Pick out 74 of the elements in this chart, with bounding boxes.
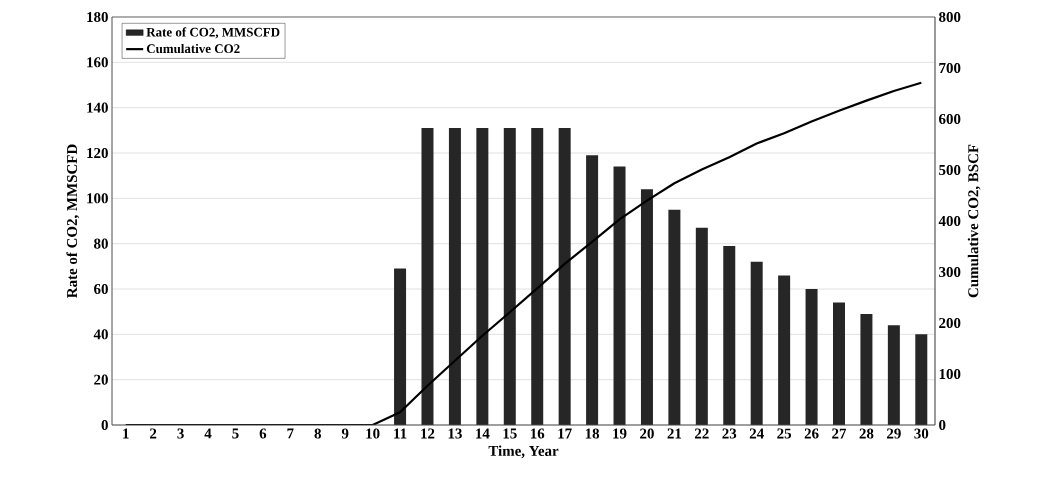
x-tick-label: 25 xyxy=(777,428,792,439)
x-tick-label: 3 xyxy=(177,428,184,439)
x-tick-label: 8 xyxy=(314,428,321,439)
x-tick-label: 7 xyxy=(287,428,294,439)
x-tick-label: 24 xyxy=(749,428,764,439)
x-tick-label: 5 xyxy=(232,428,239,439)
y2-tick-label: 100 xyxy=(939,368,961,380)
y2-tick-label: 700 xyxy=(939,62,961,74)
y2-tick-label: 800 xyxy=(939,11,961,23)
y-tick-label: 100 xyxy=(87,193,108,204)
bar xyxy=(778,275,791,425)
bar xyxy=(668,209,681,425)
y2-tick-label: 500 xyxy=(939,164,961,176)
x-tick-label: 18 xyxy=(585,428,600,439)
x-tick-label: 26 xyxy=(804,428,819,439)
x-tick-label: 17 xyxy=(558,428,572,439)
x-tick-label: 23 xyxy=(722,428,737,439)
y2-tick-label: 0 xyxy=(939,419,946,431)
legend-label: Rate of CO2, MMSCFD xyxy=(146,27,280,39)
y-tick-label: 180 xyxy=(87,11,108,23)
bar xyxy=(421,128,434,425)
bar xyxy=(558,128,571,425)
bar xyxy=(695,227,708,425)
x-tick-label: 13 xyxy=(448,428,462,439)
x-tick-label: 4 xyxy=(204,428,212,439)
y-tick-label: 160 xyxy=(87,57,108,68)
x-tick-label: 20 xyxy=(640,428,654,439)
y-tick-label: 140 xyxy=(87,102,108,113)
y-axis-title: Rate of CO2, MMSCFD xyxy=(66,144,80,298)
bar xyxy=(915,334,928,425)
x-tick-label: 6 xyxy=(259,428,267,439)
x-tick-label: 9 xyxy=(341,428,349,439)
y-tick-label: 120 xyxy=(87,147,108,159)
y2-tick-label: 200 xyxy=(939,317,961,329)
y-tick-label: 0 xyxy=(101,419,108,431)
x-tick-label: 29 xyxy=(887,428,901,439)
y-tick-label: 40 xyxy=(93,329,108,340)
bar xyxy=(860,313,873,425)
bar xyxy=(503,128,516,425)
y2-tick-label: 600 xyxy=(939,113,961,125)
bar xyxy=(832,302,845,425)
y-tick-label: 20 xyxy=(94,374,108,385)
bar xyxy=(476,128,489,425)
bar xyxy=(394,268,407,425)
bar xyxy=(887,325,900,425)
bar xyxy=(531,128,544,425)
bar xyxy=(750,261,763,425)
bar xyxy=(586,155,599,425)
x-tick-label: 19 xyxy=(613,428,627,439)
x-tick-label: 27 xyxy=(832,428,847,439)
bar xyxy=(640,189,653,425)
x-tick-label: 30 xyxy=(914,428,929,439)
x-tick-label: 1 xyxy=(123,428,129,439)
x-tick-label: 22 xyxy=(694,428,709,439)
bar xyxy=(448,128,461,425)
bar xyxy=(805,289,818,425)
y-tick-label: 80 xyxy=(94,238,108,249)
bar xyxy=(613,166,626,425)
y2-tick-label: 400 xyxy=(938,215,961,227)
y-tick-label: 60 xyxy=(94,283,108,295)
x-tick-label: 2 xyxy=(150,428,157,439)
y2-axis-title: Cumulative CO2, BSCF xyxy=(967,144,981,298)
x-tick-label: 10 xyxy=(366,428,380,439)
x-tick-label: 15 xyxy=(503,428,517,439)
bar xyxy=(723,245,736,425)
x-tick-label: 14 xyxy=(476,428,490,439)
x-tick-label: 16 xyxy=(530,428,545,439)
x-axis-title: Time, Year xyxy=(488,445,559,459)
x-tick-label: 28 xyxy=(859,428,874,439)
y2-tick-label: 300 xyxy=(939,266,961,278)
x-tick-label: 11 xyxy=(394,428,407,439)
x-tick-label: 12 xyxy=(421,428,435,439)
x-tick-label: 21 xyxy=(667,428,682,439)
legend-label: Cumulative CO2 xyxy=(146,43,240,54)
